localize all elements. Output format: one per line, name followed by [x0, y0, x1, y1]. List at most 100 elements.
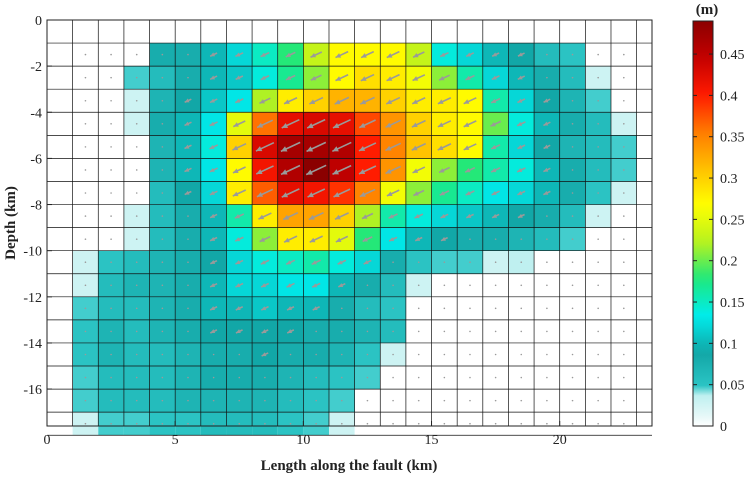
slip-vector-dot — [571, 353, 574, 356]
slip-vector-dot — [135, 215, 138, 217]
slip-vector-dot — [341, 422, 343, 425]
slip-vector-dot — [187, 307, 189, 310]
slip-vector-head — [441, 236, 446, 241]
slip-vector-head — [307, 192, 314, 198]
slip-vector-dot — [161, 123, 164, 125]
slip-vector-dot — [597, 146, 599, 148]
slip-vector-head — [259, 99, 265, 104]
slip-vector-head — [287, 329, 293, 334]
y-axis: 0 -2 -4 -6 -8 -10 -12 -14 -16 — [23, 14, 52, 398]
slip-vector-head — [337, 260, 343, 265]
slip-vector-dot — [623, 192, 625, 194]
slip-vector-dot — [135, 192, 138, 194]
slip-vector-head — [492, 52, 498, 57]
slip-vector-head — [210, 75, 216, 80]
slip-vector-dot — [135, 422, 138, 425]
x-axis-label: Length along the fault (km) — [261, 458, 438, 474]
slip-vector-dot — [366, 307, 369, 310]
slip-vector-dot — [289, 376, 292, 379]
slip-vector-head — [307, 123, 314, 129]
x-axis: 0 5 10 15 20 — [44, 421, 567, 448]
colorbar-tick-label: 0.35 — [720, 131, 745, 146]
slip-vector-dot — [135, 399, 138, 402]
slip-vector-dot — [161, 261, 164, 264]
x-tick-label: 20 — [553, 433, 567, 448]
slip-vector-head — [360, 76, 367, 81]
slip-vector-dot — [494, 399, 497, 402]
slip-vector-head — [209, 98, 215, 103]
y-tick-label: -4 — [30, 106, 42, 121]
slip-vector-dot — [520, 307, 523, 310]
slip-vector-dot — [392, 307, 394, 310]
slip-vector-head — [335, 237, 342, 243]
colorbar-tick-label: 0.05 — [720, 379, 745, 394]
slip-vector-dot — [546, 238, 548, 240]
slip-vector-dot — [623, 330, 625, 333]
slip-vector-dot — [597, 422, 599, 425]
slip-vector-dot — [264, 399, 266, 402]
colorbar-unit-label: (m) — [696, 2, 719, 18]
slip-vector-dot — [84, 123, 87, 125]
slip-vector-head — [411, 122, 418, 128]
slip-vector-head — [285, 75, 292, 80]
slip-vector-head — [413, 52, 419, 58]
slip-vector-dot — [546, 353, 548, 356]
slip-vector-dot — [366, 399, 369, 402]
slip-vector-head — [309, 99, 316, 104]
slip-vector-head — [466, 213, 472, 218]
slip-vector-dot — [135, 123, 138, 125]
slip-vector-dot — [161, 422, 164, 425]
slip-vector-dot — [392, 376, 394, 379]
slip-vector-head — [235, 306, 241, 311]
slip-vector-head — [260, 75, 266, 80]
y-tick-label: -2 — [30, 60, 42, 75]
y-tick-label: -8 — [30, 199, 42, 214]
slip-vector-head — [233, 122, 239, 127]
slip-vector-dot — [84, 215, 87, 217]
slip-vector-head — [260, 52, 266, 57]
slip-vector-head — [209, 144, 215, 149]
slip-vector-dot — [494, 353, 497, 356]
slip-vector-dot — [417, 422, 420, 425]
slip-vector-dot — [417, 307, 420, 310]
slip-vector-dot — [135, 99, 138, 102]
slip-vector-dot — [494, 307, 497, 310]
slip-vector-head — [210, 259, 216, 264]
slip-vector-head — [439, 75, 445, 81]
slip-vector-dot — [597, 123, 599, 125]
slip-vector-head — [281, 123, 289, 128]
slip-vector-dot — [366, 376, 369, 379]
slip-vector-dot — [161, 376, 164, 379]
slip-vector-dot — [546, 330, 548, 333]
slip-vector-dot — [597, 330, 599, 333]
slip-vector-dot — [597, 192, 599, 194]
slip-vector-dot — [443, 261, 446, 264]
slip-vector-head — [359, 122, 366, 128]
slip-vector-dot — [469, 307, 471, 310]
slip-vector-dot — [597, 353, 599, 356]
colorbar-ticks: 0 0.05 0.1 0.15 0.2 0.25 0.3 0.35 0.4 0.45 — [693, 48, 745, 435]
slip-vector-dot — [597, 53, 599, 56]
slip-vector-dot — [597, 399, 599, 402]
slip-vector-dot — [238, 422, 241, 425]
slip-vector-dot — [84, 53, 87, 56]
slip-vector-head — [491, 144, 497, 150]
slip-vector-head — [463, 122, 470, 127]
colorbar-tick-label: 0.15 — [720, 296, 745, 311]
slip-vector-dot — [161, 146, 164, 148]
slip-vector-dot — [571, 76, 574, 79]
slip-vector-dot — [187, 422, 189, 425]
slip-vector-head — [210, 213, 216, 218]
slip-vector-head — [259, 237, 265, 242]
slip-vector-dot — [366, 284, 369, 287]
slip-vector-dot — [571, 123, 574, 125]
slip-vector-head — [184, 144, 190, 149]
slip-vector-head — [412, 99, 418, 104]
slip-vector-dot — [110, 76, 112, 79]
slip-vector-dot — [469, 284, 471, 287]
slip-vector-head — [234, 214, 240, 219]
slip-vector-head — [184, 98, 190, 103]
slip-vector-dot — [546, 215, 548, 217]
slip-vector-dot — [469, 422, 471, 425]
slip-vector-head — [306, 146, 314, 152]
